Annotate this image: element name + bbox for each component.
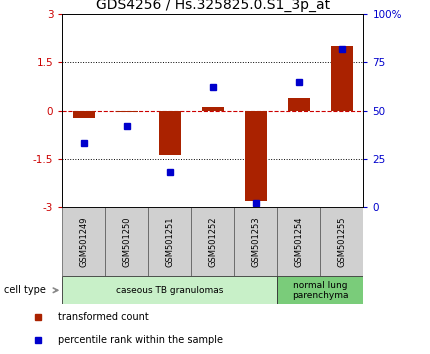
Text: GSM501249: GSM501249 xyxy=(80,216,88,267)
Bar xyxy=(234,207,277,276)
Text: cell type: cell type xyxy=(4,285,46,295)
Bar xyxy=(116,110,138,112)
Text: GSM501251: GSM501251 xyxy=(166,216,174,267)
Bar xyxy=(277,207,320,276)
Text: caseous TB granulomas: caseous TB granulomas xyxy=(116,286,224,295)
Bar xyxy=(73,110,95,118)
Bar xyxy=(148,207,191,276)
Bar xyxy=(105,207,148,276)
Text: percentile rank within the sample: percentile rank within the sample xyxy=(58,335,223,346)
Bar xyxy=(202,107,224,110)
Bar xyxy=(277,276,363,304)
Bar xyxy=(245,110,267,201)
Text: GSM501255: GSM501255 xyxy=(338,216,346,267)
Bar xyxy=(62,207,105,276)
Text: GSM501253: GSM501253 xyxy=(252,216,260,267)
Text: GSM501254: GSM501254 xyxy=(295,216,303,267)
Bar xyxy=(191,207,234,276)
Text: GSM501252: GSM501252 xyxy=(209,216,217,267)
Bar xyxy=(159,110,181,155)
Text: GSM501250: GSM501250 xyxy=(123,216,131,267)
Bar xyxy=(320,207,363,276)
Bar xyxy=(331,46,353,110)
Text: normal lung
parenchyma: normal lung parenchyma xyxy=(292,281,349,300)
Bar xyxy=(62,276,277,304)
Text: transformed count: transformed count xyxy=(58,312,148,322)
Title: GDS4256 / Hs.325825.0.S1_3p_at: GDS4256 / Hs.325825.0.S1_3p_at xyxy=(96,0,330,12)
Bar xyxy=(288,98,310,110)
